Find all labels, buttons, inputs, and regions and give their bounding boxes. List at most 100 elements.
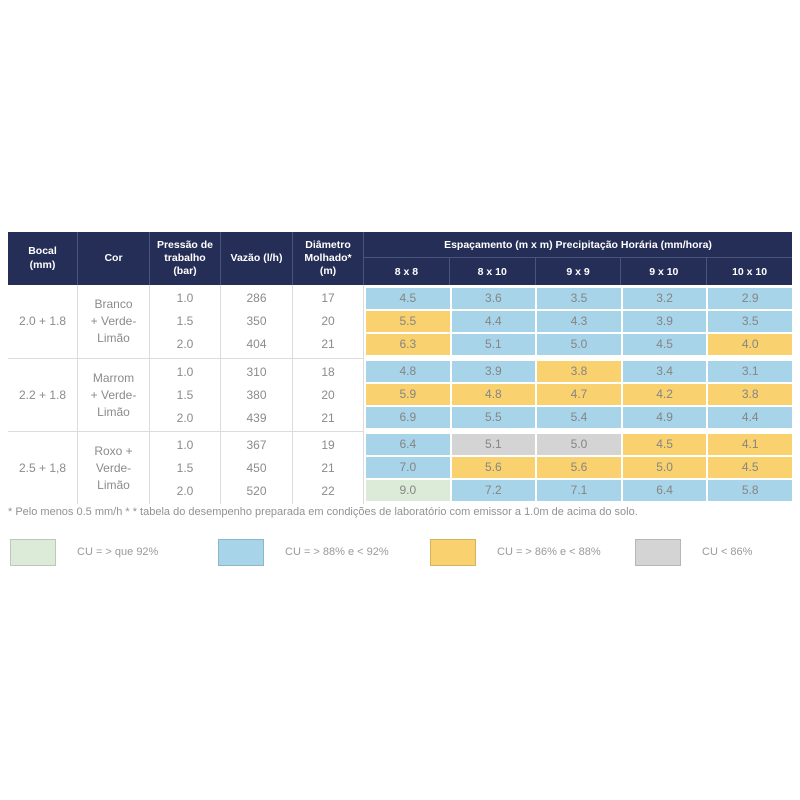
vazao-cell: 286 350 404 [221, 285, 293, 358]
pressao-cell: 1.0 1.5 2.0 [150, 285, 221, 358]
legend-label: CU = > 88% e < 92% [285, 546, 389, 558]
pressao-value: 1.5 [176, 387, 194, 402]
precip-cell: 3.8 [537, 361, 621, 382]
legend-swatch-yellow [430, 538, 476, 566]
precip-cell: 3.5 [537, 288, 621, 309]
legend-swatch-green [10, 538, 56, 566]
legend-label: CU = > que 92% [77, 546, 159, 558]
legend-label: CU = > 86% e < 88% [497, 546, 601, 558]
cor-value: Marrom [92, 370, 135, 385]
precip-cell: 6.9 [366, 407, 450, 428]
precip-cell: 5.6 [451, 457, 536, 478]
precip-cell: 5.5 [366, 311, 450, 332]
vazao-value: 404 [246, 337, 267, 351]
legend-item-cu-below-86: CU < 86% [635, 538, 752, 566]
footnote-text: * Pelo menos 0.5 mm/h * * tabela do dese… [8, 506, 638, 518]
cor-value: Verde- [95, 460, 132, 475]
precip-cell: 6.3 [366, 334, 450, 355]
precip-cell: 6.4 [622, 480, 707, 501]
precip-cell: 7.2 [451, 480, 536, 501]
legend-swatch-gray [635, 538, 681, 566]
table-row-group: 2.0 + 1.8 Branco + Verde- Limão 1.0 1.5 … [8, 285, 792, 358]
precip-cell: 3.1 [708, 361, 792, 382]
precip-cell: 4.4 [451, 311, 536, 332]
header-col-8x10: 8 x 10 [450, 258, 536, 285]
bocal-cell: 2.5 + 1,8 [8, 432, 78, 504]
bocal-cell: 2.0 + 1.8 [8, 285, 78, 358]
legend-item-cu-above-92: CU = > que 92% [10, 538, 158, 566]
precip-cell: 3.2 [622, 288, 707, 309]
precip-cell: 3.9 [451, 361, 536, 382]
header-col-9x10: 9 x 10 [621, 258, 708, 285]
vazao-value: 310 [246, 364, 267, 379]
cu-legend: CU = > que 92% CU = > 88% e < 92% CU = >… [0, 538, 800, 566]
vazao-cell: 367 450 520 [221, 432, 293, 504]
header-col-8x8: 8 x 8 [364, 258, 450, 285]
vazao-value: 350 [246, 314, 267, 328]
bocal-cell: 2.2 + 1.8 [8, 359, 78, 431]
performance-table: Bocal (mm) Cor Pressão de trabalho (bar)… [8, 232, 792, 504]
vazao-value: 367 [246, 437, 267, 452]
cor-value: + Verde- [90, 314, 137, 328]
precip-grid: 6.4 5.1 5.0 4.5 4.1 7.0 5.6 5.6 5.0 4.5 … [364, 431, 792, 504]
vazao-value: 450 [246, 460, 267, 475]
pressao-value: 2.0 [176, 410, 194, 425]
precip-cell: 5.9 [366, 384, 450, 405]
cor-cell: Branco + Verde- Limão [78, 285, 150, 358]
precip-cell: 4.4 [708, 407, 792, 428]
precip-cell: 4.5 [622, 434, 707, 455]
precip-cell: 5.1 [451, 434, 536, 455]
vazao-cell: 310 380 439 [221, 359, 293, 431]
pressao-value: 1.5 [176, 460, 194, 475]
vazao-value: 286 [246, 291, 267, 305]
pressao-value: 2.0 [176, 483, 194, 498]
pressao-value: 1.0 [176, 364, 194, 379]
precip-cell: 5.0 [537, 334, 621, 355]
precip-cell: 3.6 [451, 288, 536, 309]
diametro-value: 21 [321, 410, 335, 425]
precip-cell: 2.9 [708, 288, 792, 309]
precip-cell: 5.0 [537, 434, 621, 455]
pressao-value: 2.0 [176, 337, 194, 351]
precip-cell: 5.1 [451, 334, 536, 355]
cor-value: + Verde- [90, 387, 137, 402]
pressao-cell: 1.0 1.5 2.0 [150, 359, 221, 431]
header-cor: Cor [78, 232, 150, 285]
bocal-value: 2.5 + 1,8 [18, 460, 67, 475]
precip-cell: 4.8 [366, 361, 450, 382]
precip-cell: 7.1 [537, 480, 621, 501]
pressao-cell: 1.0 1.5 2.0 [150, 432, 221, 504]
bocal-value: 2.2 + 1.8 [18, 387, 67, 402]
bocal-value: 2.0 + 1.8 [18, 314, 67, 328]
vazao-value: 520 [246, 483, 267, 498]
header-spacing-columns: 8 x 8 8 x 10 9 x 9 9 x 10 10 x 10 [364, 258, 792, 285]
precip-grid: 4.5 3.6 3.5 3.2 2.9 5.5 4.4 4.3 3.9 3.5 … [364, 285, 792, 358]
precip-cell: 4.5 [622, 334, 707, 355]
precip-cell: 7.0 [366, 457, 450, 478]
cor-cell: Roxo + Verde- Limão [78, 432, 150, 504]
legend-item-cu-86-88: CU = > 86% e < 88% [430, 538, 601, 566]
diametro-cell: 18 20 21 [293, 359, 364, 431]
precip-cell: 5.8 [708, 480, 792, 501]
header-col-9x9: 9 x 9 [536, 258, 622, 285]
precip-cell: 4.2 [622, 384, 707, 405]
diametro-value: 20 [321, 387, 335, 402]
table-header: Bocal (mm) Cor Pressão de trabalho (bar)… [8, 232, 792, 285]
header-diametro: Diâmetro Molhado* (m) [293, 232, 364, 285]
diametro-cell: 19 21 22 [293, 432, 364, 504]
precip-cell: 5.4 [537, 407, 621, 428]
legend-swatch-blue [218, 538, 264, 566]
precip-cell: 4.3 [537, 311, 621, 332]
diametro-value: 19 [321, 437, 335, 452]
vazao-value: 380 [246, 387, 267, 402]
legend-label: CU < 86% [702, 546, 753, 558]
precip-cell: 4.7 [537, 384, 621, 405]
cor-value: Limão [97, 477, 130, 492]
table-row-group: 2.2 + 1.8 Marrom + Verde- Limão 1.0 1.5 … [8, 358, 792, 431]
header-bocal: Bocal (mm) [8, 232, 78, 285]
precip-cell: 4.5 [366, 288, 450, 309]
precip-cell: 5.0 [622, 457, 707, 478]
precip-cell: 3.9 [622, 311, 707, 332]
cor-value: Branco [94, 297, 133, 311]
